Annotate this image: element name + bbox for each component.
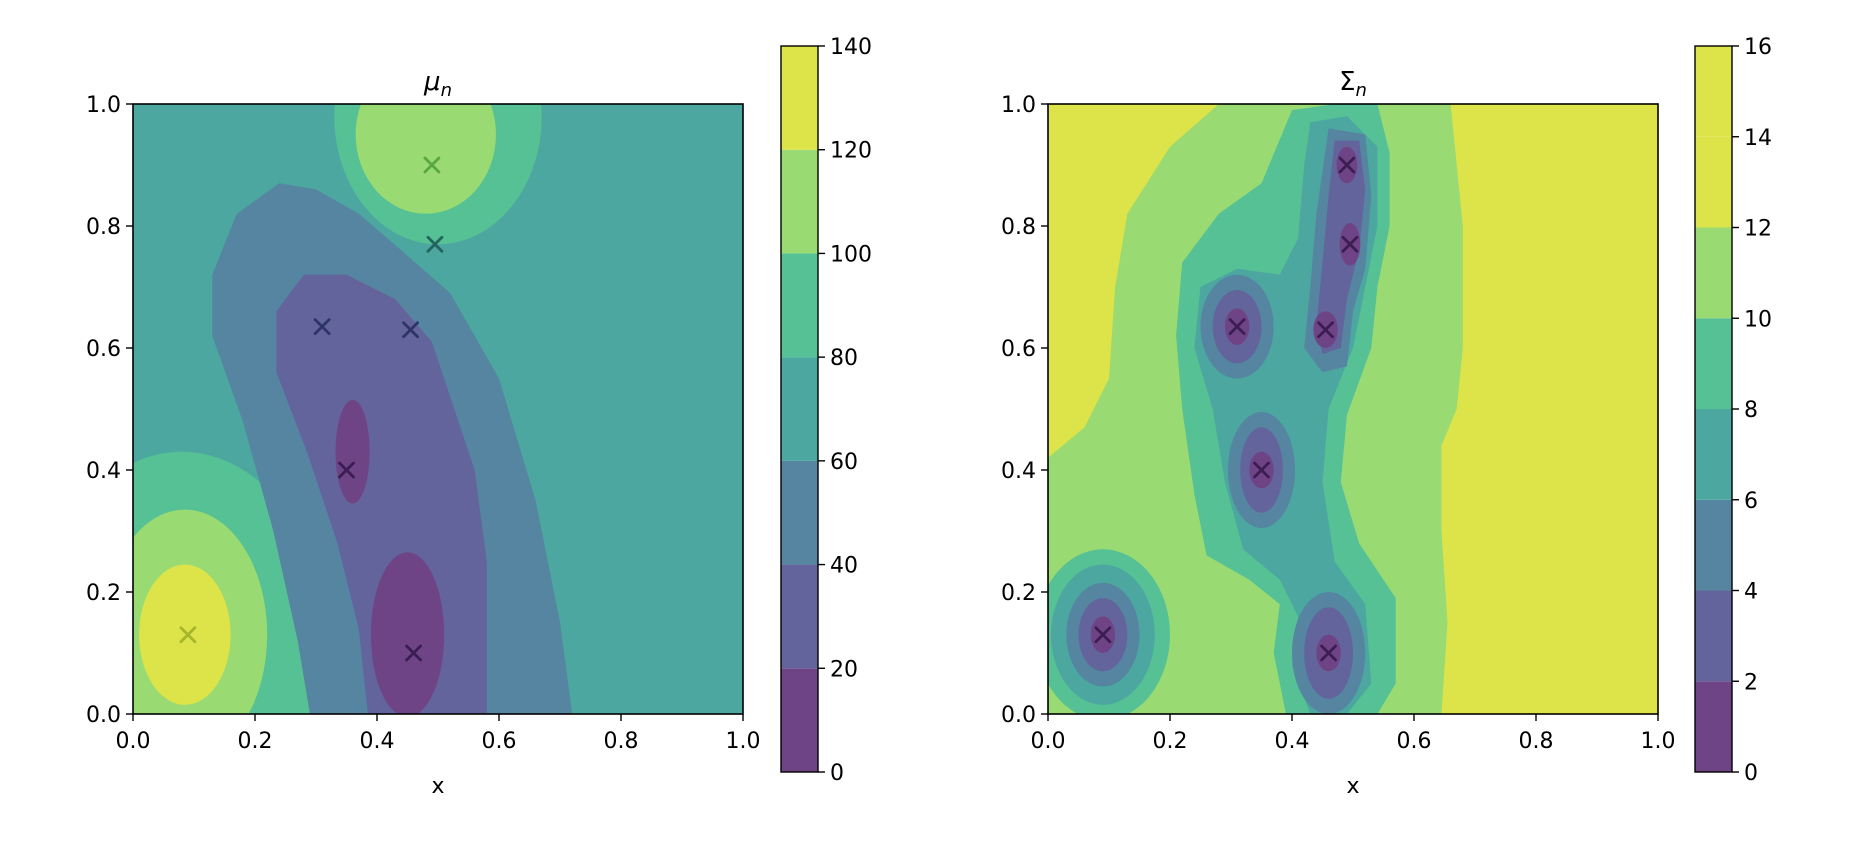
sigma-observation-marker: [1320, 644, 1337, 662]
mu-colorbar-band: [781, 149, 818, 254]
mu-observation-marker: [313, 318, 331, 336]
mu-colorbar-frame: [780, 45, 819, 773]
mu-colorbar-band: [781, 460, 818, 565]
sigma-colorbar-band: [1695, 318, 1732, 409]
sigma-observation-marker: [1338, 156, 1356, 174]
mu-x-tick-label: 0.2: [238, 729, 273, 754]
mu-observation-markers: [179, 156, 444, 662]
mu-x-tick-label: 1.0: [726, 729, 761, 754]
sigma-colorbar-band: [1695, 46, 1732, 137]
sigma-panel: 0.0 0.2 0.4 0.6 0.8 1.0 0.00.20.40.60.81.0 x …: [1001, 35, 1772, 799]
mu-observation-marker: [426, 235, 444, 253]
mu-colorbar-band: [781, 253, 818, 358]
mu-y-tick-label: 0.6: [86, 337, 121, 362]
sigma-colorbar: 0 2 4 6 8 10 12 14 16: [1694, 35, 1772, 786]
mu-colorbar-tick-label: 60: [830, 450, 858, 475]
sigma-colorbar-band: [1695, 590, 1732, 682]
sigma-title: Σn: [1339, 67, 1367, 101]
sigma-x-tick-label: 0.6: [1397, 729, 1432, 754]
mu-colorbar-band: [781, 46, 818, 150]
sigma-y-tick-label: 0.0: [1001, 703, 1036, 728]
sigma-colorbar-tick-label: 0: [1744, 761, 1758, 786]
mu-x-tick-label: 0.0: [116, 729, 151, 754]
sigma-y-axis: 0.0 0.2 0.4 0.6 0.8 1.0: [1001, 93, 1048, 728]
sigma-colorbar-band: [1695, 409, 1732, 500]
mu-x-tick-label: 0.8: [604, 729, 639, 754]
mu-y-tick-label: 0.0: [86, 703, 121, 728]
sigma-observation-marker: [1228, 318, 1246, 336]
sigma-x-axis-label: x: [1346, 774, 1359, 799]
mu-observation-marker: [179, 626, 197, 644]
sigma-colorbar-tick-label: 16: [1744, 35, 1772, 60]
sigma-colorbar-band: [1695, 227, 1732, 319]
mu-colorbar-tick-label: 0: [830, 761, 844, 786]
mu-y-tick-label: 0.8: [86, 215, 121, 240]
sigma-y-tick-label: 0.2: [1001, 581, 1036, 606]
mu-x-axis-label: x: [431, 774, 444, 799]
sigma-x-tick-label: 0.2: [1153, 729, 1188, 754]
sigma-colorbar-band: [1695, 681, 1732, 772]
sigma-colorbar-tick-label: 4: [1744, 580, 1758, 605]
mu-colorbar-band: [781, 357, 818, 461]
mu-colorbar-tick-label: 40: [830, 554, 858, 579]
sigma-x-tick-label: 0.8: [1519, 729, 1554, 754]
sigma-x-tick-label: 0.0: [1031, 729, 1066, 754]
sigma-observation-marker: [1253, 461, 1270, 479]
sigma-contour-fill: [1048, 104, 1658, 714]
mu-x-tick-label: 0.4: [360, 729, 395, 754]
mu-title: μn: [423, 67, 452, 101]
sigma-y-tick-label: 0.4: [1001, 459, 1036, 484]
mu-observation-marker: [423, 156, 441, 174]
mu-colorbar-tick-label: 100: [830, 242, 872, 267]
mu-colorbar-band: [781, 668, 818, 772]
mu-panel: 0.0 0.2 0.4 0.6 0.8 1.0 0.00.20.40.60.81.0 x …: [86, 35, 872, 799]
sigma-colorbar-tick-label: 12: [1744, 217, 1772, 242]
sigma-observation-marker: [1317, 321, 1334, 339]
sigma-colorbar-band: [1695, 136, 1732, 228]
sigma-colorbar-tick-label: 2: [1744, 670, 1758, 695]
mu-colorbar: 0 20 40 60 80 100 120 140: [780, 35, 872, 786]
sigma-x-tick-label: 1.0: [1641, 729, 1676, 754]
mu-colorbar-tick-label: 140: [830, 35, 872, 60]
mu-contour-fill: [133, 104, 743, 714]
mu-contour-0-20-a: [335, 399, 370, 504]
mu-y-tick-label: 1.0: [86, 93, 121, 118]
mu-contour-120-140-bl: [139, 564, 231, 705]
mu-y-tick-label: 0.4: [86, 459, 121, 484]
sigma-y-tick-label: 1.0: [1001, 93, 1036, 118]
mu-colorbar-tick-label: 20: [830, 657, 858, 682]
sigma-colorbar-tick-label: 14: [1744, 126, 1772, 151]
sigma-colorbar-tick-label: 6: [1744, 489, 1758, 514]
sigma-colorbar-tick-label: 8: [1744, 398, 1758, 423]
mu-x-tick-label: 0.6: [482, 729, 517, 754]
sigma-plot-frame: [1047, 103, 1659, 715]
mu-colorbar-tick-label: 80: [830, 346, 858, 371]
mu-observation-marker: [338, 461, 355, 479]
mu-colorbar-band: [781, 564, 818, 669]
sigma-x-tick-label: 0.4: [1275, 729, 1310, 754]
sigma-y-tick-label: 0.6: [1001, 337, 1036, 362]
sigma-observation-markers: [1094, 156, 1359, 662]
mu-colorbar-tick-label: 120: [830, 139, 872, 164]
mu-observation-marker: [402, 321, 419, 339]
sigma-observation-marker: [1341, 235, 1359, 253]
mu-y-axis: 0.0 0.2 0.4 0.6 0.8 1.0: [86, 93, 133, 728]
sigma-colorbar-band: [1695, 499, 1732, 591]
sigma-colorbar-tick-label: 10: [1744, 307, 1772, 332]
mu-plot-frame: [132, 103, 744, 715]
mu-observation-marker: [405, 644, 423, 662]
sigma-observation-marker: [1094, 626, 1112, 644]
mu-contour-0-20-b: [370, 552, 445, 714]
mu-x-axis: 0.0 0.2 0.4 0.6 0.8 1.0: [116, 714, 761, 754]
sigma-x-axis: 0.0 0.2 0.4 0.6 0.8 1.0: [1031, 714, 1676, 754]
mu-y-tick-label: 0.2: [86, 581, 121, 606]
sigma-y-tick-label: 0.8: [1001, 215, 1036, 240]
